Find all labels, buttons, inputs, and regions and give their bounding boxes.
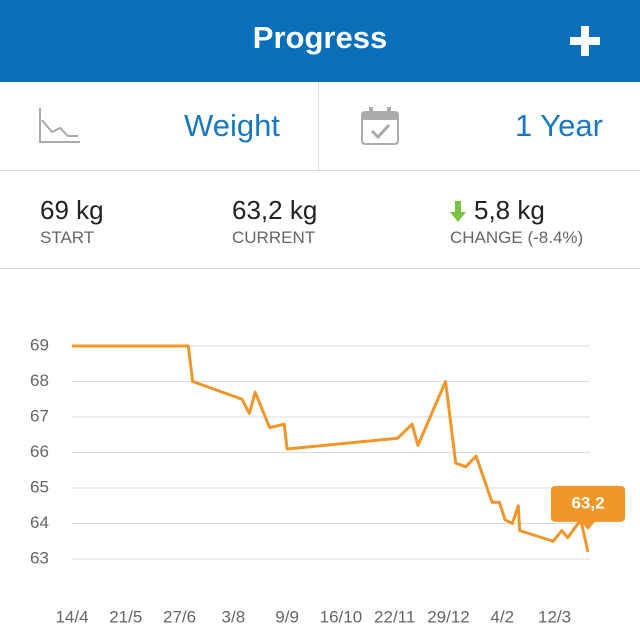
y-tick-label: 64 xyxy=(30,513,49,532)
y-tick-label: 67 xyxy=(30,406,49,425)
divider xyxy=(318,82,319,170)
x-tick-label: 3/8 xyxy=(222,607,246,626)
value-callout: 63,2 xyxy=(551,485,625,530)
y-tick-label: 68 xyxy=(30,371,49,390)
callout-label: 63,2 xyxy=(571,493,604,512)
period-selector[interactable]: 1 Year xyxy=(515,108,603,143)
stat-value: 69 kg xyxy=(40,195,104,225)
stat-value: 63,2 kg xyxy=(232,195,318,225)
y-tick-label: 69 xyxy=(30,335,49,354)
stat: 63,2 kg CURRENT xyxy=(232,195,317,248)
x-tick-label: 22/11 xyxy=(374,607,415,626)
selector-row: Weight 1 Year xyxy=(0,82,640,171)
header: Progress xyxy=(0,0,640,82)
stat: 69 kg START xyxy=(40,195,104,248)
stat-label: CURRENT xyxy=(232,228,316,247)
x-tick-label: 4/2 xyxy=(490,607,514,626)
add-button[interactable] xyxy=(570,26,600,56)
metric-selector[interactable]: Weight xyxy=(184,108,280,143)
y-tick-label: 63 xyxy=(30,548,49,567)
stat: 5,8 kg CHANGE (-8.4%) xyxy=(450,195,583,248)
x-tick-label: 12/3 xyxy=(538,607,571,626)
x-tick-label: 14/4 xyxy=(55,607,88,626)
y-tick-label: 65 xyxy=(30,477,49,496)
x-tick-label: 29/12 xyxy=(427,607,470,626)
x-tick-label: 27/6 xyxy=(163,607,196,626)
stat-label: CHANGE (-8.4%) xyxy=(450,228,584,247)
x-tick-label: 9/9 xyxy=(275,607,299,626)
y-tick-label: 66 xyxy=(30,442,49,461)
x-tick-label: 21/5 xyxy=(109,607,142,626)
callout-box xyxy=(551,485,625,530)
chart: 63 64 65 66 67 68 69 14/4 21/5 27/6 3/8 9/9 16/10 22/… xyxy=(30,335,625,626)
graph-icon[interactable] xyxy=(38,108,82,144)
down-arrow xyxy=(450,201,466,222)
header-title: Progress xyxy=(252,20,388,55)
weight-line xyxy=(72,344,590,553)
stat-value: 5,8 kg xyxy=(474,195,545,225)
x-tick-label: 16/10 xyxy=(320,607,363,626)
calendar-icon[interactable] xyxy=(360,106,400,146)
stats-row: 69 kg START 63,2 kg CURRENT 5,8 kg CHANGE (… xyxy=(0,171,640,269)
stat-label: START xyxy=(40,228,95,247)
